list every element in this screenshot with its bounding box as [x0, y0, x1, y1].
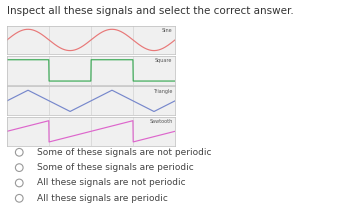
Text: All these signals are not periodic: All these signals are not periodic	[37, 178, 186, 187]
Text: Some of these signals are not periodic: Some of these signals are not periodic	[37, 148, 211, 157]
Text: All these signals are periodic: All these signals are periodic	[37, 194, 168, 203]
Text: Triangle: Triangle	[153, 89, 173, 94]
Text: Some of these signals are periodic: Some of these signals are periodic	[37, 163, 194, 172]
Text: Inspect all these signals and select the correct answer.: Inspect all these signals and select the…	[7, 6, 294, 16]
Text: Sawtooth: Sawtooth	[149, 119, 173, 124]
Text: Square: Square	[155, 58, 173, 63]
Text: Sine: Sine	[162, 28, 173, 33]
